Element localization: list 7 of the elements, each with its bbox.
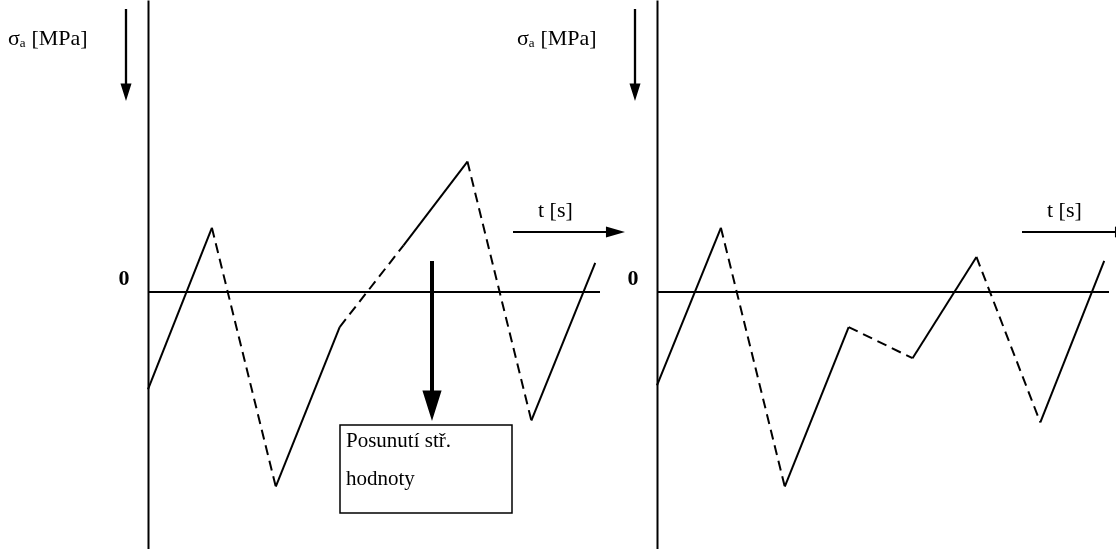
ref-line-label: 0: [118, 265, 130, 291]
x-axis-title: t [s]: [538, 197, 573, 222]
y-axis-title: σₐ [MPa]: [8, 25, 88, 50]
ref-line-label: 0: [627, 265, 639, 291]
x-axis-title: t [s]: [1047, 197, 1082, 222]
y-axis-title: σₐ [MPa]: [517, 25, 597, 50]
annotation: Posunutí stř. hodnoty: [346, 428, 452, 490]
